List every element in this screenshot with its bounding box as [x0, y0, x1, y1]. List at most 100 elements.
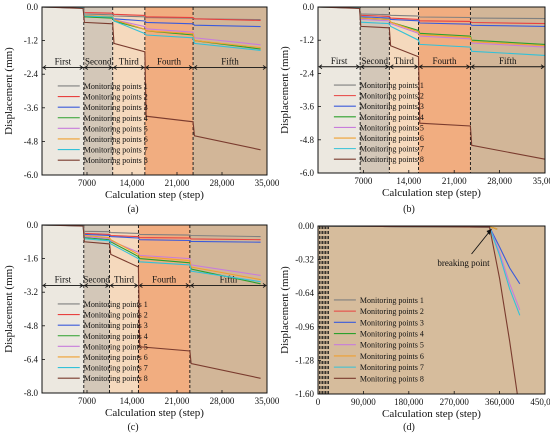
stage-band-1 — [42, 225, 84, 393]
plot-frame — [41, 6, 268, 176]
legend-label-7: Monitoring points 7 — [360, 363, 424, 372]
x-tick-label: 90,000 — [351, 397, 376, 407]
x-tick-label: 7000 — [78, 396, 97, 406]
legend-label-6: Monitoring points 6 — [360, 134, 424, 143]
panel-label: (a) — [127, 204, 138, 215]
chart-panel-3: First Second Third Fourth Fifth Monitoring po… — [3, 220, 280, 433]
plot-area: First Second Third Fourth Fifth — [42, 7, 267, 175]
panel-label: (d) — [403, 422, 415, 433]
stage-band-5 — [193, 7, 267, 175]
x-tick-label: 0 — [316, 397, 321, 407]
stage-band-3 — [109, 225, 139, 393]
x-tick-label: 21,000 — [442, 176, 467, 186]
stage-band-1 — [318, 7, 361, 173]
stage-arrow-head — [188, 65, 193, 70]
stage-arrow-head — [193, 65, 198, 70]
stage-arrow-head — [134, 283, 139, 288]
y-tick-label: -4.8 — [24, 321, 39, 331]
legend-label-7: Monitoring points 7 — [360, 145, 424, 154]
y-axis-title: Displacement (mm) — [3, 47, 15, 135]
x-axis-title: Calculation step (step) — [105, 407, 204, 419]
stage-label-fifth: Fifth — [220, 274, 238, 284]
y-tick-label: 0.0 — [27, 220, 39, 230]
series-line-8 — [42, 225, 261, 379]
stage-arrow-head — [470, 64, 475, 70]
y-tick-label: 0.0 — [303, 2, 315, 12]
y-tick-label: -6.0 — [24, 170, 39, 180]
stage-label-fifth: Fifth — [221, 56, 239, 66]
stage-arrow-head — [185, 283, 190, 288]
stage-arrow-head — [190, 283, 195, 288]
legend-label-3: Monitoring points 3 — [84, 103, 148, 112]
legend-label-4: Monitoring points 4 — [360, 330, 424, 339]
stage-arrow-head — [140, 65, 145, 70]
legend-label-1: Monitoring points 1 — [360, 81, 424, 90]
plot-area: First Second Third Fourth Fifth — [318, 7, 545, 173]
stage-arrow-head — [355, 64, 360, 70]
y-tick-label: -1.2 — [300, 35, 314, 45]
y-tick-label: -1.60 — [295, 389, 314, 399]
stage-band-4 — [418, 7, 471, 173]
legend-label-2: Monitoring points 2 — [84, 311, 148, 320]
y-tick-label: -4.8 — [24, 136, 39, 146]
x-tick-label: 7000 — [78, 178, 97, 188]
legend-label-7: Monitoring points 7 — [84, 146, 148, 155]
stage-arrow-head — [79, 283, 84, 288]
legend-label-2: Monitoring points 2 — [360, 92, 424, 101]
stage-label-third: Third — [394, 56, 414, 66]
x-tick-label: 28,000 — [210, 396, 235, 406]
annotation-label: breaking point — [437, 258, 490, 268]
series-line-8 — [318, 226, 518, 394]
legend-label-8: Monitoring points 8 — [360, 374, 424, 383]
y-tick-label: -6.0 — [300, 168, 315, 178]
chart-panel-4: breaking point Monitoring points 1 Monitor… — [279, 221, 550, 433]
y-tick-label: 0.00 — [298, 221, 314, 231]
stage-label-fourth: Fourth — [432, 56, 457, 66]
x-tick-label: 14,000 — [396, 176, 421, 186]
legend-label-4: Monitoring points 4 — [360, 113, 424, 122]
stage-label-second: Second — [362, 56, 389, 66]
x-tick-label: 14,000 — [120, 178, 145, 188]
legend-label-5: Monitoring points 5 — [84, 124, 148, 133]
stage-arrow-head — [109, 283, 114, 288]
x-tick-label: 14,000 — [120, 396, 145, 406]
y-tick-label: -1.2 — [24, 36, 38, 46]
stage-label-third: Third — [119, 56, 139, 66]
stage-arrow-head — [105, 283, 110, 288]
stage-arrow-head — [389, 64, 394, 70]
y-tick-label: -8.0 — [24, 388, 39, 398]
stage-label-fourth: Fourth — [157, 56, 182, 66]
plot-area: First Second Third Fourth Fifth — [42, 225, 267, 393]
y-axis-title: Displacement (mm) — [279, 266, 291, 354]
x-tick-label: 360,000 — [485, 397, 515, 407]
x-tick-label: 7000 — [354, 176, 373, 186]
legend-label-5: Monitoring points 5 — [84, 342, 148, 351]
stage-band-4 — [138, 225, 190, 393]
stage-arrow-head — [418, 64, 423, 70]
plot-frame — [317, 225, 546, 395]
stage-arrow-head — [108, 65, 113, 70]
annotation-arrow-head — [486, 229, 492, 235]
stage-label-second: Second — [85, 56, 112, 66]
x-axis-title: Calculation step (step) — [382, 187, 481, 199]
y-tick-label: -0.64 — [295, 288, 314, 298]
chart-panel-1: First Second Third Fourth Fifth Monitoring po… — [3, 2, 280, 215]
series-line-8 — [42, 7, 261, 151]
plot-frame — [41, 224, 268, 394]
plot-background — [318, 226, 545, 394]
stage-arrow-head — [385, 64, 390, 70]
legend-label-6: Monitoring points 6 — [360, 352, 424, 361]
chart-panel-2: First Second Third Fourth Fifth Monitoring po… — [279, 2, 550, 215]
plot-area — [318, 226, 521, 394]
x-tick-label: 21,000 — [165, 178, 190, 188]
y-tick-label: -6.4 — [24, 354, 39, 364]
panel-label: (c) — [127, 422, 138, 433]
x-tick-label: 28,000 — [487, 176, 512, 186]
legend-label-5: Monitoring points 5 — [360, 123, 424, 132]
legend-label-5: Monitoring points 5 — [360, 341, 424, 350]
legend-label-2: Monitoring points 2 — [84, 93, 148, 102]
stage-arrow-head — [145, 65, 150, 70]
legend-label-3: Monitoring points 3 — [360, 102, 424, 111]
stage-band-5 — [470, 7, 545, 173]
